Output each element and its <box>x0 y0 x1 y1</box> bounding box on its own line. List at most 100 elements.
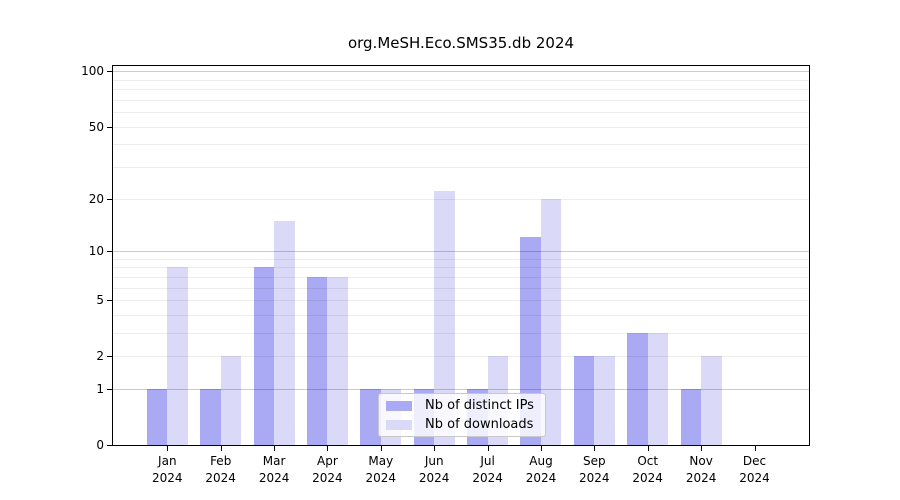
x-tick-label-aug: Aug 2024 <box>509 453 573 487</box>
gridline-minor-50 <box>113 126 809 128</box>
bar-downloads-apr <box>327 276 348 445</box>
x-tick-mark-jul <box>487 446 489 451</box>
x-tick-mark-oct <box>647 446 649 451</box>
x-tick-month-jun: Jun <box>424 454 444 468</box>
x-tick-label-feb: Feb 2024 <box>189 453 253 487</box>
x-tick-month-mar: Mar <box>262 454 286 468</box>
x-tick-month-jan: Jan <box>158 454 177 468</box>
y-tick-mark-1 <box>107 388 112 390</box>
legend-row-distinct-ips: Nb of distinct IPs <box>386 398 539 413</box>
x-tick-month-sep: Sep <box>582 454 606 468</box>
gridline-minor-4 <box>113 314 809 316</box>
x-tick-mark-mar <box>274 446 276 451</box>
x-tick-label-apr: Apr 2024 <box>295 453 359 487</box>
legend-row-downloads: Nb of downloads <box>386 417 539 432</box>
x-tick-month-may: May <box>368 454 394 468</box>
x-tick-mark-nov <box>701 446 703 451</box>
x-tick-label-may: May 2024 <box>349 453 413 487</box>
bar-distinct-ips-jan <box>146 388 168 445</box>
x-tick-month-nov: Nov <box>689 454 713 468</box>
gridline-minor-8 <box>113 267 809 269</box>
gridline-minor-40 <box>113 144 809 146</box>
y-tick-label-0: 0 <box>96 438 104 452</box>
x-tick-mark-jan <box>167 446 169 451</box>
gridline-minor-5 <box>113 300 809 301</box>
x-tick-label-nov: Nov 2024 <box>669 453 733 487</box>
x-tick-mark-sep <box>594 446 596 451</box>
gridline-minor-90 <box>113 79 809 81</box>
y-tick-label-50: 50 <box>88 119 104 134</box>
x-tick-year-aug: 2024 <box>525 471 557 485</box>
bar-distinct-ips-may <box>360 388 381 445</box>
x-tick-label-sep: Sep 2024 <box>562 453 626 487</box>
gridline-major-100 <box>113 71 809 73</box>
legend-label-distinct-ips: Nb of distinct IPs <box>425 398 534 413</box>
x-tick-year-sep: 2024 <box>579 471 610 485</box>
bar-downloads-oct <box>647 332 669 445</box>
y-tick-label-1: 1 <box>96 381 104 396</box>
x-tick-month-jul: Jul <box>480 454 495 468</box>
x-tick-month-aug: Aug <box>529 454 553 468</box>
x-tick-year-dec: 2024 <box>739 471 770 485</box>
gridline-minor-30 <box>113 167 809 168</box>
x-tick-month-feb: Feb <box>210 454 232 468</box>
gridline-minor-7 <box>113 276 809 278</box>
y-tick-label-2: 2 <box>96 349 104 364</box>
y-tick-mark-5 <box>107 300 112 301</box>
x-tick-month-oct: Oct <box>637 454 659 468</box>
y-tick-mark-10 <box>107 250 112 252</box>
bar-downloads-nov <box>701 356 722 445</box>
y-tick-label-10: 10 <box>88 243 104 258</box>
x-tick-year-may: 2024 <box>365 471 397 485</box>
bar-downloads-jun <box>434 191 455 445</box>
y-tick-label-5: 5 <box>96 293 104 307</box>
y-tick-label-20: 20 <box>88 191 104 206</box>
gridline-minor-6 <box>113 287 809 289</box>
plot-area <box>112 65 810 446</box>
x-tick-year-feb: 2024 <box>205 471 236 485</box>
y-tick-mark-20 <box>107 198 112 200</box>
bar-distinct-ips-nov <box>680 388 702 445</box>
bar-downloads-aug <box>540 198 562 445</box>
x-tick-mark-jun <box>434 446 436 451</box>
y-tick-mark-0 <box>107 445 112 446</box>
gridline-minor-9 <box>113 258 809 260</box>
legend-label-downloads: Nb of downloads <box>425 417 534 432</box>
gridline-minor-20 <box>113 198 809 200</box>
legend-swatch-distinct-ips <box>386 400 412 411</box>
legend: Nb of distinct IPs Nb of downloads <box>378 393 546 437</box>
x-tick-year-apr: 2024 <box>312 471 343 485</box>
x-tick-mark-may <box>380 446 382 451</box>
x-tick-label-jan: Jan 2024 <box>135 453 199 487</box>
bar-downloads-feb <box>220 356 242 445</box>
gridline-minor-60 <box>113 112 809 114</box>
gridline-minor-80 <box>113 89 809 91</box>
x-tick-year-nov: 2024 <box>685 471 717 485</box>
bar-distinct-ips-oct <box>627 332 648 445</box>
bar-downloads-sep <box>594 356 615 445</box>
y-tick-mark-2 <box>107 356 112 358</box>
x-tick-year-jun: 2024 <box>418 471 450 485</box>
x-tick-label-oct: Oct 2024 <box>616 453 680 487</box>
bar-distinct-ips-sep <box>573 356 595 445</box>
bar-downloads-mar <box>274 220 295 445</box>
gridline-minor-3 <box>113 332 809 334</box>
y-tick-mark-100 <box>107 71 112 73</box>
x-tick-mark-dec <box>754 446 756 451</box>
x-tick-mark-apr <box>327 446 329 451</box>
bar-distinct-ips-apr <box>306 276 328 445</box>
y-tick-mark-50 <box>107 126 112 128</box>
x-tick-year-jul: 2024 <box>472 471 503 485</box>
bar-distinct-ips-feb <box>200 388 221 445</box>
legend-swatch-downloads <box>386 419 412 430</box>
x-tick-mark-feb <box>220 446 222 451</box>
x-tick-month-dec: Dec <box>742 454 767 468</box>
y-tick-label-100: 100 <box>81 64 104 79</box>
x-tick-year-jan: 2024 <box>152 471 183 485</box>
plot-canvas <box>113 66 809 445</box>
gridline-minor-70 <box>113 100 809 101</box>
gridline-major-10 <box>113 250 809 252</box>
bar-distinct-ips-mar <box>253 267 275 445</box>
x-tick-label-jun: Jun 2024 <box>402 453 466 487</box>
x-tick-mark-aug <box>541 446 542 451</box>
